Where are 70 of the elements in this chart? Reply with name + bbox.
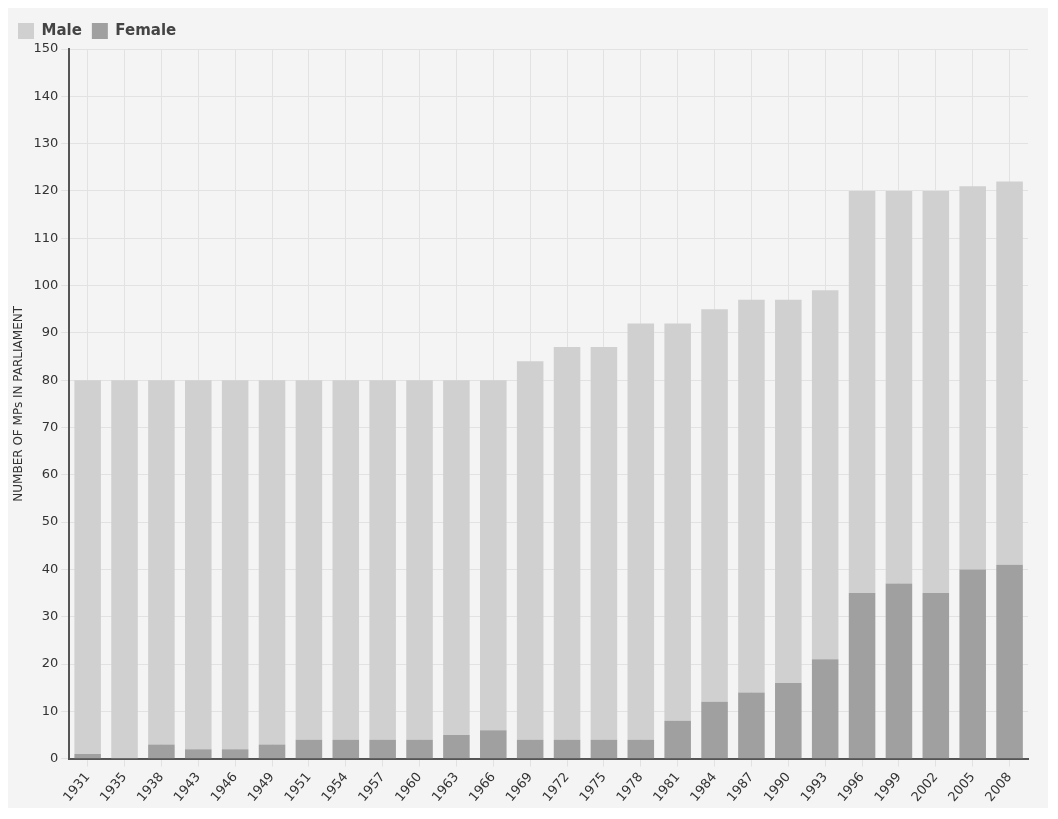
bar [959, 186, 986, 570]
bar [664, 323, 691, 721]
bar [443, 734, 470, 759]
y-tick-label: 10 [41, 702, 59, 718]
bar [701, 309, 728, 702]
bar [627, 323, 655, 740]
y-axis-title: NUMBER OF MPs IN PARLIAMENT [11, 305, 26, 502]
bar [406, 739, 433, 759]
bar [332, 380, 360, 740]
bar [996, 181, 1023, 565]
y-tick-label: 150 [33, 40, 59, 56]
bar [922, 190, 950, 594]
bar [922, 593, 950, 759]
bar [885, 583, 913, 759]
y-tick-label: 60 [41, 466, 59, 482]
y-tick-label: 130 [33, 134, 59, 150]
bar [811, 290, 839, 660]
y-tick-label: 40 [41, 560, 59, 576]
bar [295, 739, 323, 759]
y-tick-label: 70 [41, 418, 59, 434]
y-tick-label: 50 [41, 513, 59, 529]
bar [627, 739, 655, 759]
bar [848, 190, 876, 594]
legend-label: Male [41, 20, 82, 39]
y-tick-label: 100 [33, 276, 59, 292]
bar [221, 380, 249, 750]
y-tick-label: 30 [41, 608, 59, 624]
bar [664, 720, 691, 759]
bar [701, 701, 728, 759]
bar [443, 380, 470, 735]
bar [185, 380, 212, 750]
bar [885, 190, 913, 584]
bar [295, 380, 323, 740]
legend-label: Female [115, 20, 177, 39]
bar [590, 739, 618, 759]
bar [221, 749, 249, 759]
bar [553, 739, 581, 759]
bar [74, 753, 101, 759]
bar [406, 380, 433, 740]
bar [258, 380, 286, 745]
bar [332, 739, 360, 759]
bar [775, 682, 802, 759]
y-tick-label: 80 [41, 371, 59, 387]
bar [258, 744, 286, 759]
bar [775, 299, 802, 683]
bar [480, 730, 507, 759]
bar [148, 744, 175, 759]
y-tick-label: 110 [33, 229, 59, 245]
bar [959, 569, 986, 759]
bar [369, 380, 396, 740]
y-tick-label: 20 [41, 655, 59, 671]
bar [590, 347, 618, 740]
bar [553, 347, 581, 740]
bar [516, 361, 544, 740]
bar [480, 380, 507, 731]
bar [516, 739, 544, 759]
bar [185, 749, 212, 759]
bar [848, 593, 876, 759]
bar [738, 299, 765, 693]
y-tick-label: 140 [33, 87, 59, 103]
y-tick-label: 120 [33, 182, 59, 198]
bar [811, 659, 839, 759]
y-tick-label: 90 [41, 324, 59, 340]
y-tick-label: 0 [49, 750, 59, 765]
bar [148, 380, 175, 745]
bar [996, 564, 1023, 759]
bar [738, 692, 765, 759]
bar [111, 380, 138, 759]
bar [74, 380, 101, 754]
bar [369, 739, 396, 759]
